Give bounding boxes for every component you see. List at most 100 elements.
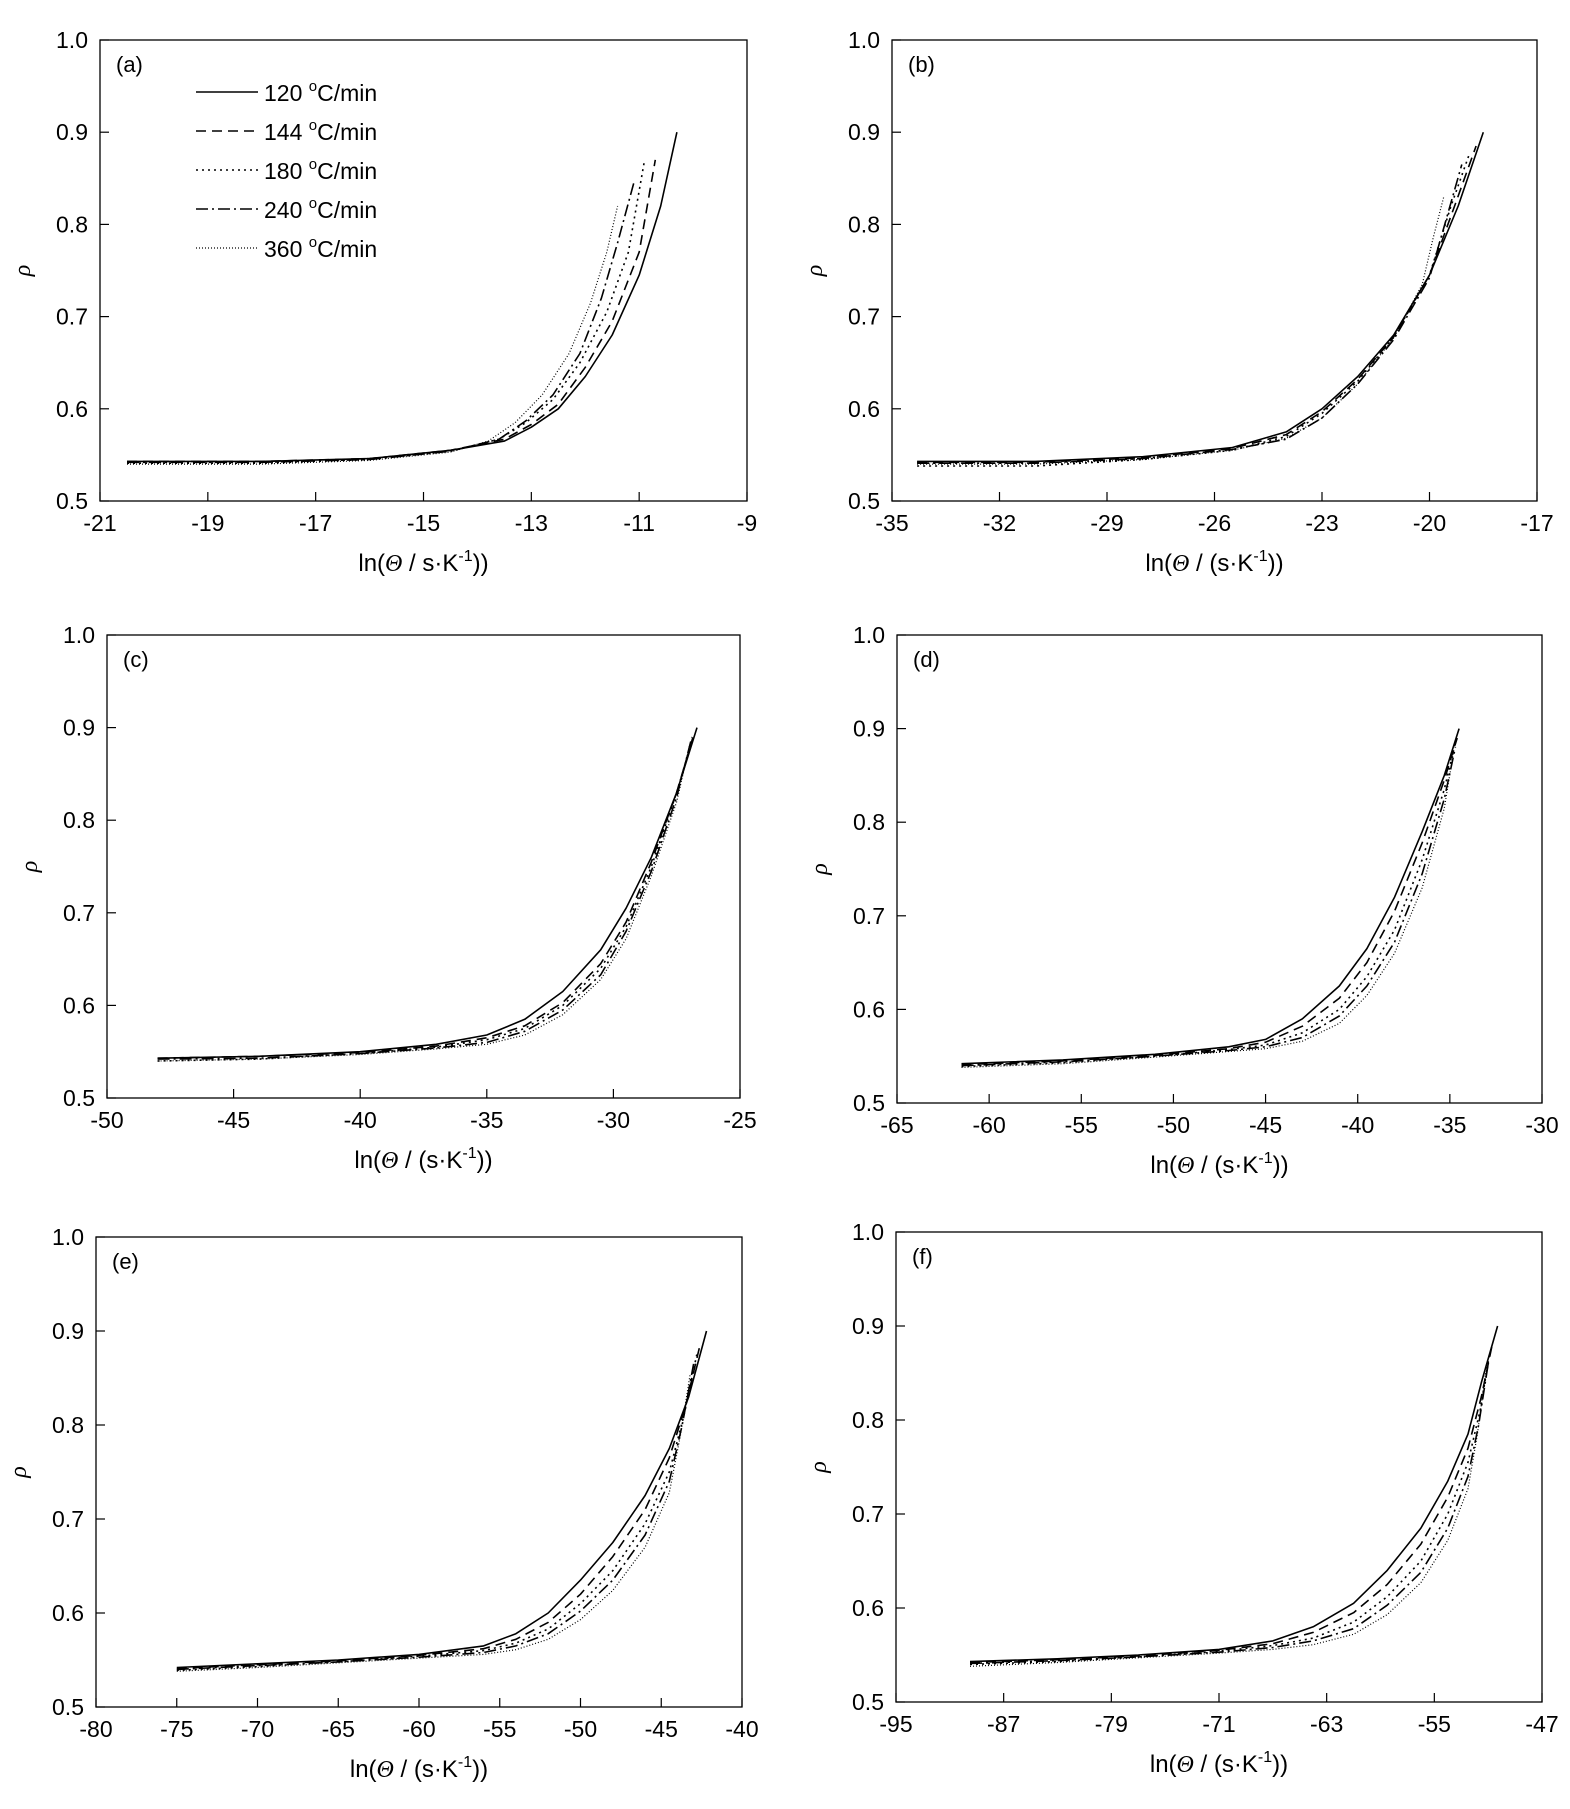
x-tick-label-d: -50 bbox=[1157, 1112, 1190, 1138]
x-tick-label-f: -55 bbox=[1418, 1711, 1451, 1737]
x-tick-label-a: -21 bbox=[83, 510, 116, 536]
y-tick-label-f: 1.0 bbox=[852, 1219, 884, 1245]
plot-frame-e bbox=[95, 1236, 743, 1708]
x-tick-label-a: -13 bbox=[515, 510, 548, 536]
series-line-f-2 bbox=[969, 1344, 1493, 1664]
x-tick-label-d: -60 bbox=[973, 1112, 1006, 1138]
series-line-b-4 bbox=[917, 164, 1463, 464]
series-line-a-2 bbox=[127, 159, 657, 463]
y-tick-label-d: 0.8 bbox=[853, 809, 885, 835]
y-tick-label-b: 0.5 bbox=[848, 488, 880, 514]
series-line-c-4 bbox=[157, 736, 693, 1060]
series-line-e-3 bbox=[176, 1354, 698, 1672]
y-tick-label-b: 0.6 bbox=[848, 396, 880, 422]
y-axis-label-b: ρ bbox=[802, 265, 828, 278]
series-line-d-2 bbox=[961, 737, 1458, 1066]
legend: 120 oC/min 144 oC/min 180 oC/min 240 oC/min… bbox=[196, 78, 377, 262]
x-tick-label-b: -26 bbox=[1198, 510, 1231, 536]
series-line-c-3 bbox=[157, 741, 693, 1062]
plot-frame-c bbox=[106, 634, 741, 1099]
y-tick-label-d: 0.5 bbox=[853, 1090, 885, 1116]
x-axis-label-d: ln(Θ / (s·K-1)) bbox=[1150, 1150, 1288, 1179]
x-tick-label-d: -65 bbox=[880, 1112, 913, 1138]
x-tick-label-e: -75 bbox=[160, 1716, 193, 1742]
y-tick-label-f: 0.5 bbox=[852, 1689, 884, 1715]
y-tick-label-a: 0.8 bbox=[56, 211, 88, 237]
series-line-b-1 bbox=[917, 131, 1485, 463]
y-axis-label-e: ρ bbox=[6, 1466, 32, 1479]
panel-b: -35 -32 -29 -26 -23 -20 -17 0.5 0.6 0.7 0.8 0.9 1.0 (… bbox=[802, 27, 1554, 577]
series-line-f-4 bbox=[969, 1363, 1489, 1665]
series-line-f-5 bbox=[969, 1372, 1487, 1667]
x-tick-label-d: -45 bbox=[1249, 1112, 1282, 1138]
y-tick-label-f: 0.9 bbox=[852, 1313, 884, 1339]
series-line-e-4 bbox=[176, 1363, 695, 1671]
y-tick-label-c: 0.5 bbox=[63, 1085, 95, 1111]
x-tick-label-d: -55 bbox=[1065, 1112, 1098, 1138]
series-line-d-4 bbox=[961, 747, 1457, 1067]
panel-c: -50 -45 -40 -35 -30 -25 0.5 0.6 0.7 0.8 0.9 1.0 (c) ρ… bbox=[17, 622, 757, 1174]
series-line-f-3 bbox=[969, 1354, 1491, 1666]
y-tick-label-f: 0.6 bbox=[852, 1595, 884, 1621]
x-tick-label-f: -79 bbox=[1095, 1711, 1128, 1737]
x-tick-label-a: -9 bbox=[737, 510, 757, 536]
series-line-a-1 bbox=[127, 132, 678, 463]
x-axis-label-f: ln(Θ / (s·K-1)) bbox=[1150, 1749, 1288, 1778]
x-tick-label-a: -15 bbox=[407, 510, 440, 536]
plot-frame-a bbox=[99, 39, 748, 502]
series-line-d-3 bbox=[961, 742, 1457, 1068]
x-tick-label-c: -30 bbox=[597, 1107, 630, 1133]
y-tick-label-d: 1.0 bbox=[853, 622, 885, 648]
panel-d: -65 -60 -55 -50 -45 -40 -35 -30 0.5 0.6 0.7 0.8 0.9 1… bbox=[807, 622, 1559, 1179]
x-tick-label-c: -50 bbox=[90, 1107, 123, 1133]
x-tick-label-f: -63 bbox=[1310, 1711, 1343, 1737]
panel-label-a: (a) bbox=[116, 52, 143, 77]
x-tick-label-e: -60 bbox=[402, 1716, 435, 1742]
x-tick-label-a: -19 bbox=[191, 510, 224, 536]
x-tick-label-e: -65 bbox=[322, 1716, 355, 1742]
y-tick-label-b: 0.9 bbox=[848, 119, 880, 145]
series-line-c-5 bbox=[157, 745, 690, 1062]
legend-label-5: 360 oC/min bbox=[264, 234, 377, 262]
y-axis-label-d: ρ bbox=[807, 863, 833, 876]
x-tick-label-b: -17 bbox=[1520, 510, 1553, 536]
x-axis-label-b: ln(Θ / (s·K-1)) bbox=[1145, 548, 1283, 577]
x-axis-label-a: ln(Θ / s·K-1)) bbox=[358, 548, 488, 577]
y-tick-label-a: 0.5 bbox=[56, 488, 88, 514]
x-tick-label-d: -35 bbox=[1433, 1112, 1466, 1138]
x-tick-label-f: -47 bbox=[1525, 1711, 1558, 1737]
series-line-a-3 bbox=[127, 159, 646, 464]
x-tick-label-e: -80 bbox=[79, 1716, 112, 1742]
x-axis-label-c: ln(Θ / (s·K-1)) bbox=[354, 1145, 492, 1174]
plot-frame-d bbox=[896, 634, 1543, 1104]
x-tick-label-c: -40 bbox=[344, 1107, 377, 1133]
y-axis-label-a: ρ bbox=[10, 265, 36, 278]
y-tick-label-a: 0.6 bbox=[56, 396, 88, 422]
x-axis-label-e: ln(Θ / (s·K-1)) bbox=[350, 1754, 488, 1783]
y-tick-label-f: 0.8 bbox=[852, 1407, 884, 1433]
x-tick-label-a: -11 bbox=[623, 510, 655, 536]
x-tick-label-b: -23 bbox=[1305, 510, 1338, 536]
x-tick-label-d: -40 bbox=[1341, 1112, 1374, 1138]
series-line-e-1 bbox=[176, 1330, 708, 1669]
plot-frame-f bbox=[895, 1231, 1543, 1703]
panel-f: -95 -87 -79 -71 -63 -55 -47 0.5 0.6 0.7 0.8 0.9 1.0 (… bbox=[806, 1219, 1559, 1778]
x-tick-label-d: -30 bbox=[1525, 1112, 1558, 1138]
x-tick-label-f: -95 bbox=[879, 1711, 912, 1737]
panel-a: -21 -19 -17 -15 -13 -11 -9 0.5 0.6 0.7 0.8 0.9 1.0 (a… bbox=[10, 27, 757, 577]
panel-label-b: (b) bbox=[908, 52, 935, 77]
panel-label-c: (c) bbox=[123, 647, 149, 672]
y-tick-label-c: 0.8 bbox=[63, 807, 95, 833]
series-line-b-2 bbox=[917, 145, 1477, 464]
y-tick-label-b: 0.7 bbox=[848, 304, 880, 330]
series-line-e-5 bbox=[176, 1373, 691, 1672]
series-line-d-1 bbox=[961, 728, 1460, 1065]
series-line-f-1 bbox=[969, 1325, 1499, 1663]
series-line-c-1 bbox=[157, 727, 698, 1059]
x-tick-label-e: -70 bbox=[241, 1716, 274, 1742]
y-tick-label-e: 0.9 bbox=[52, 1318, 84, 1344]
y-tick-label-e: 0.7 bbox=[52, 1506, 84, 1532]
x-tick-label-f: -87 bbox=[987, 1711, 1020, 1737]
y-tick-label-c: 1.0 bbox=[63, 622, 95, 648]
x-tick-label-e: -45 bbox=[645, 1716, 678, 1742]
